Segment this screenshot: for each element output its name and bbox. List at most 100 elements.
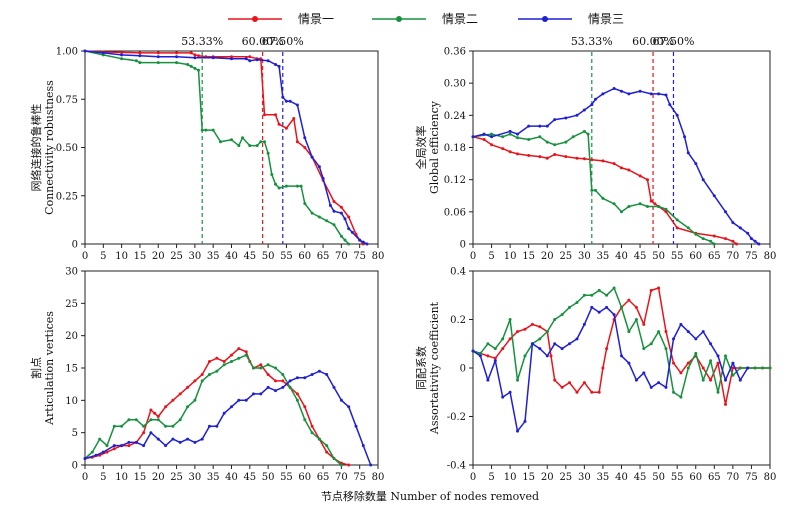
y-tick-label: 1.00 (56, 47, 78, 58)
data-point (731, 221, 735, 225)
x-tick-label: 75 (745, 472, 758, 483)
x-tick-label: 80 (372, 472, 385, 483)
data-point (244, 57, 248, 61)
y-tick-label: 0.4 (450, 267, 466, 278)
data-point (98, 437, 102, 441)
data-point (768, 366, 772, 370)
y-tick-label: 0 (72, 461, 78, 472)
data-point (193, 66, 197, 70)
data-point (339, 463, 343, 467)
data-point (288, 99, 292, 103)
data-point (657, 381, 661, 385)
data-point (575, 390, 579, 394)
data-point (493, 347, 497, 351)
data-point (553, 153, 557, 156)
y-tick-label: 10 (65, 396, 78, 407)
data-point (350, 230, 354, 234)
x-tick-label: 60 (298, 472, 311, 483)
y-tick-label: 0.25 (56, 191, 78, 202)
data-point (724, 354, 727, 358)
data-point (317, 215, 321, 219)
data-point (204, 128, 208, 132)
plot-frame (84, 270, 379, 466)
data-point (538, 337, 542, 341)
series-line-1 (84, 50, 364, 245)
data-point (686, 226, 690, 230)
data-point (694, 232, 698, 236)
data-point (295, 140, 299, 144)
threshold-label: 53.33% (181, 35, 223, 48)
data-point (538, 325, 542, 329)
data-point (649, 288, 653, 292)
x-tick-label: 80 (372, 251, 385, 262)
y-axis-label-line: 割点 (29, 357, 43, 379)
data-point (175, 61, 179, 65)
data-point (288, 379, 292, 383)
x-tick-label: 20 (541, 472, 554, 483)
data-point (724, 210, 727, 214)
x-tick-label: 50 (262, 251, 275, 262)
data-point (501, 135, 505, 139)
data-point (266, 151, 270, 155)
data-point (638, 174, 642, 178)
data-point (248, 144, 252, 148)
data-point (523, 419, 527, 423)
y-tick-label: -0.4 (447, 461, 466, 472)
data-point (731, 361, 735, 365)
data-point (317, 437, 321, 441)
x-tick-label: 15 (134, 472, 147, 483)
data-point (149, 408, 153, 412)
data-point (709, 359, 713, 363)
y-tick-label: 0.12 (444, 175, 466, 186)
data-point (568, 342, 571, 346)
data-point (582, 129, 586, 133)
data-point (186, 405, 190, 409)
data-point (347, 463, 351, 467)
y-tick-label: 25 (65, 299, 78, 310)
data-point (664, 330, 668, 334)
data-point (508, 129, 512, 133)
data-point (332, 200, 336, 203)
data-point (230, 353, 233, 357)
data-point (105, 444, 109, 448)
data-point (277, 186, 281, 190)
data-point (597, 288, 601, 292)
data-point (612, 286, 616, 290)
y-tick-label: 0 (460, 240, 466, 251)
x-tick-label: 70 (335, 472, 348, 483)
data-point (527, 138, 531, 141)
articulation-vertices-panel: 0 5 10 15 20 25 30 35 40 45 50 55 60 65 70 75 80 0 5 10 15 20… (29, 267, 384, 484)
data-point (303, 418, 307, 422)
data-point (175, 51, 179, 55)
x-tick-label: 55 (280, 251, 293, 262)
x-tick-label: 5 (488, 472, 494, 483)
data-point (620, 89, 623, 93)
data-point (120, 50, 124, 54)
data-point (508, 390, 512, 394)
x-tick-label: 70 (727, 251, 740, 262)
data-point (237, 398, 241, 402)
data-point (649, 92, 653, 96)
data-point (347, 242, 351, 246)
x-tick-label: 40 (225, 472, 238, 483)
data-point (683, 135, 687, 139)
data-point (627, 330, 631, 334)
series-line-3 (84, 50, 368, 245)
data-point (731, 366, 735, 370)
legend-item-3: 情景三 (518, 12, 624, 26)
x-tick-label: 20 (152, 472, 165, 483)
data-point (731, 373, 735, 377)
data-point (197, 54, 200, 58)
data-point (325, 450, 329, 454)
data-point (156, 51, 160, 55)
data-point (270, 173, 274, 176)
x-tick-label: 5 (488, 251, 494, 262)
data-point (605, 347, 609, 351)
data-point (208, 424, 211, 428)
data-point (142, 431, 146, 435)
x-tick-label: 5 (100, 251, 106, 262)
data-point (590, 103, 594, 107)
data-point (325, 373, 329, 376)
data-point (175, 55, 179, 59)
y-tick-label: 0.50 (56, 143, 78, 154)
